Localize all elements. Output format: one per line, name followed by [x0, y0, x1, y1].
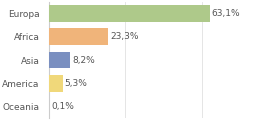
Bar [49, 75, 63, 92]
Bar [49, 52, 70, 68]
Text: 0,1%: 0,1% [52, 102, 74, 111]
Text: 23,3%: 23,3% [110, 32, 139, 41]
Text: 63,1%: 63,1% [212, 9, 240, 18]
Bar [49, 28, 108, 45]
Bar [49, 5, 209, 22]
Text: 8,2%: 8,2% [72, 55, 95, 65]
Text: 5,3%: 5,3% [65, 79, 88, 88]
